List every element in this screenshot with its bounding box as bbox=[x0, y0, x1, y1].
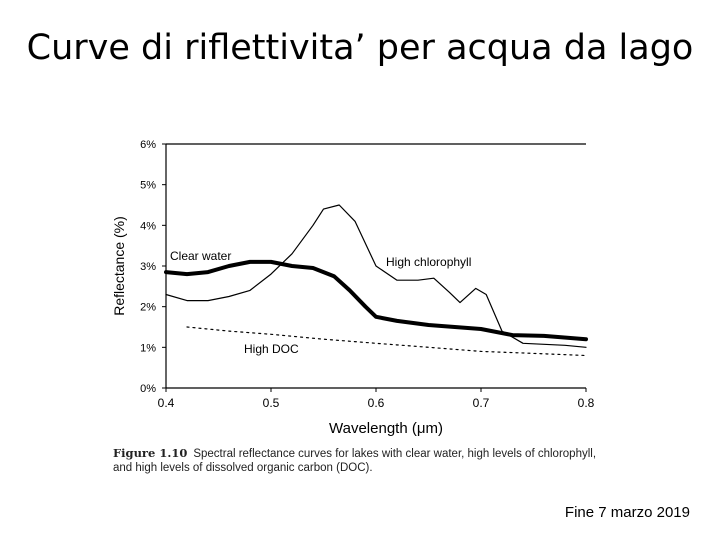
y-tick-label: 3% bbox=[140, 261, 156, 273]
slide-title: Curve di riflettivita’ per acqua da lago bbox=[26, 28, 694, 68]
y-tick-label: 1% bbox=[140, 342, 156, 354]
y-axis-label: Reflectance (%) bbox=[111, 216, 127, 316]
caption-text: Spectral reflectance curves for lakes wi… bbox=[113, 448, 597, 474]
x-tick-label: 0.4 bbox=[158, 396, 175, 410]
series-line-high-doc bbox=[186, 326, 587, 357]
footer-date: Fine 7 marzo 2019 bbox=[564, 504, 690, 521]
x-tick-label: 0.7 bbox=[473, 396, 490, 410]
y-tick-label: 0% bbox=[140, 383, 156, 395]
y-tick-label: 4% bbox=[140, 220, 156, 232]
series-line-clear-water bbox=[164, 259, 588, 342]
annotation-high-doc: High DOC bbox=[244, 342, 299, 356]
x-tick-label: 0.5 bbox=[263, 396, 280, 410]
figure-caption: Figure 1.10 Spectral reflectance curves f… bbox=[113, 446, 603, 475]
x-tick-label: 0.6 bbox=[368, 396, 385, 410]
y-tick-label: 6% bbox=[140, 139, 156, 151]
y-tick-label: 2% bbox=[140, 302, 156, 314]
x-tick-label: 0.8 bbox=[578, 396, 595, 410]
figure-label: Figure 1.10 bbox=[113, 446, 188, 460]
series-line-high-chlorophyll bbox=[165, 204, 587, 348]
y-tick-label: 5% bbox=[140, 180, 156, 192]
reflectance-chart: 0% 1% 2% 3% 4% 5% 6% 0.4 0.5 0.6 0.7 0.8 Reflectan… bbox=[111, 139, 595, 437]
annotation-clear-water: Clear water bbox=[170, 249, 231, 263]
x-axis-label: Wavelength (μm) bbox=[329, 420, 443, 437]
annotation-high-chlorophyll: High chlorophyll bbox=[386, 255, 471, 269]
